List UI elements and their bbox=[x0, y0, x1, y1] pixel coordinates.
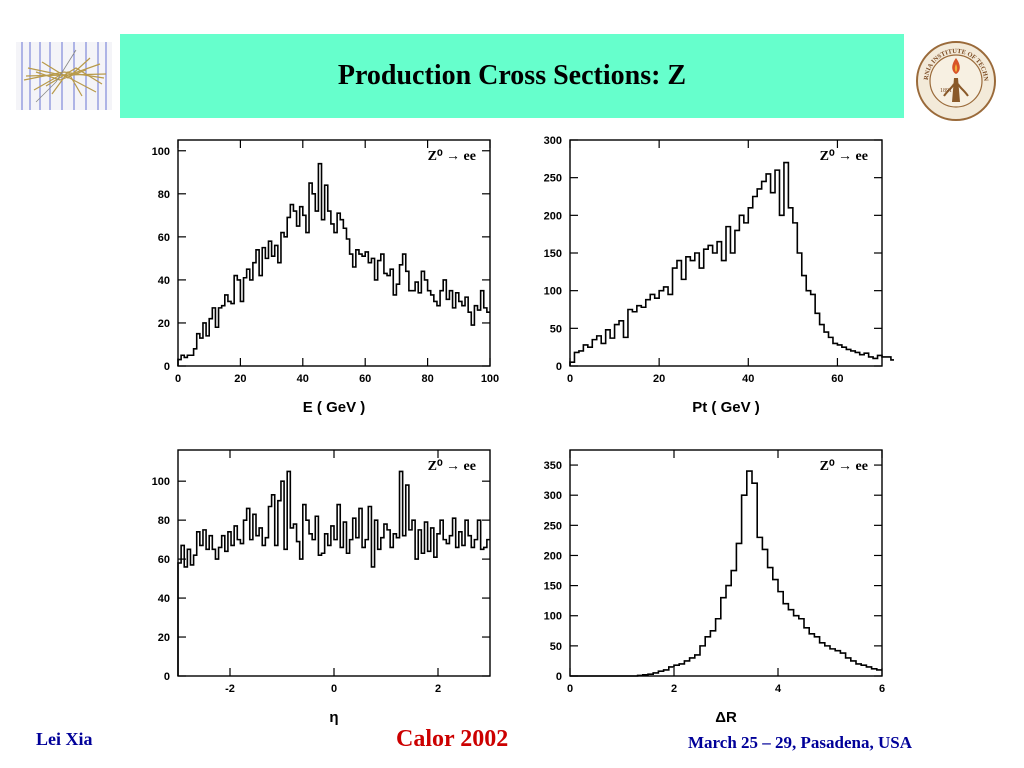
y-tick-label: 0 bbox=[164, 671, 170, 683]
x-tick-label: 100 bbox=[481, 373, 499, 385]
detector-event-display-icon bbox=[16, 42, 112, 110]
energy-histogram: 0 20 40 60 80 100 0 20 40 60 80 100 Z⁰ → ee E ( GeV ) bbox=[122, 130, 502, 420]
x-axis-label: ΔR bbox=[715, 709, 737, 726]
y-tick-label: 150 bbox=[544, 581, 562, 593]
histogram-series bbox=[177, 162, 490, 366]
y-tick-label: 0 bbox=[556, 671, 562, 683]
plot-frame bbox=[177, 449, 491, 677]
pt-histogram: 0 50 100 150 200 250 300 0 20 40 60 Z⁰ → ee Pt ( GeV… bbox=[514, 130, 894, 420]
x-tick-label: 20 bbox=[653, 373, 665, 385]
y-tick-label: 50 bbox=[550, 323, 562, 335]
x-tick-label: 6 bbox=[879, 683, 885, 695]
page-title: Production Cross Sections: Z bbox=[337, 60, 687, 91]
x-tick-label: 40 bbox=[297, 373, 309, 385]
eta-histogram: 0 20 40 60 80 100 -2 0 2 Z⁰ → ee η bbox=[122, 440, 502, 730]
y-tick-label: 0 bbox=[164, 361, 170, 373]
y-tick-label: 300 bbox=[544, 490, 562, 502]
y-tick-label: 80 bbox=[158, 189, 170, 201]
x-tick-label: 0 bbox=[175, 373, 181, 385]
process-annotation: Z⁰ → ee bbox=[820, 149, 868, 164]
y-tick-label: 40 bbox=[158, 275, 170, 287]
histogram-series bbox=[177, 470, 490, 676]
x-tick-label: 2 bbox=[435, 683, 441, 695]
x-tick-label: 4 bbox=[775, 683, 782, 695]
x-axis-label: Pt ( GeV ) bbox=[692, 399, 760, 416]
footer-conference: Calor 2002 bbox=[396, 726, 509, 752]
footer-dates: March 25 – 29, Pasadena, USA bbox=[688, 733, 912, 752]
x-axis-label: E ( GeV ) bbox=[303, 399, 366, 416]
y-tick-label: 200 bbox=[544, 210, 562, 222]
x-tick-label: 0 bbox=[331, 683, 337, 695]
plot-frame bbox=[569, 449, 883, 677]
seal-year: 1891 bbox=[940, 88, 952, 94]
delta-r-histogram: 0 50 100 150 200 250 300 350 0 2 4 6 Z⁰ → ee ΔR bbox=[514, 440, 894, 730]
x-tick-label: 0 bbox=[567, 373, 573, 385]
y-tick-label: 80 bbox=[158, 515, 170, 527]
y-tick-label: 100 bbox=[152, 146, 170, 158]
y-tick-label: 150 bbox=[544, 248, 562, 260]
x-tick-label: 40 bbox=[742, 373, 754, 385]
y-tick-label: 20 bbox=[158, 318, 170, 330]
y-tick-label: 350 bbox=[544, 460, 562, 472]
footer-author: Lei Xia bbox=[36, 729, 93, 749]
y-tick-label: 250 bbox=[544, 173, 562, 185]
histogram-series bbox=[570, 470, 882, 677]
y-tick-label: 40 bbox=[158, 593, 170, 605]
x-tick-label: 2 bbox=[671, 683, 677, 695]
x-axis-label: η bbox=[329, 709, 338, 726]
y-tick-label: 20 bbox=[158, 632, 170, 644]
x-tick-label: -2 bbox=[225, 683, 235, 695]
y-tick-label: 60 bbox=[158, 554, 170, 566]
y-tick-label: 0 bbox=[556, 361, 562, 373]
y-tick-label: 100 bbox=[544, 286, 562, 298]
x-tick-label: 60 bbox=[359, 373, 371, 385]
y-tick-label: 60 bbox=[158, 232, 170, 244]
x-tick-label: 20 bbox=[234, 373, 246, 385]
y-tick-label: 50 bbox=[550, 641, 562, 653]
y-tick-label: 200 bbox=[544, 550, 562, 562]
x-tick-label: 60 bbox=[831, 373, 843, 385]
histogram-series bbox=[569, 161, 894, 366]
y-tick-label: 100 bbox=[544, 611, 562, 623]
y-tick-label: 300 bbox=[544, 135, 562, 147]
x-tick-label: 80 bbox=[421, 373, 433, 385]
x-tick-label: 0 bbox=[567, 683, 573, 695]
caltech-seal-icon: CALIFORNIA INSTITUTE OF TECHNOLOGY 1891 bbox=[910, 35, 1000, 122]
process-annotation: Z⁰ → ee bbox=[428, 149, 476, 164]
title-banner: Production Cross Sections: Z bbox=[120, 34, 904, 118]
process-annotation: Z⁰ → ee bbox=[820, 459, 868, 474]
y-tick-label: 250 bbox=[544, 520, 562, 532]
plot-frame bbox=[177, 139, 491, 367]
y-tick-label: 100 bbox=[152, 476, 170, 488]
process-annotation: Z⁰ → ee bbox=[428, 459, 476, 474]
